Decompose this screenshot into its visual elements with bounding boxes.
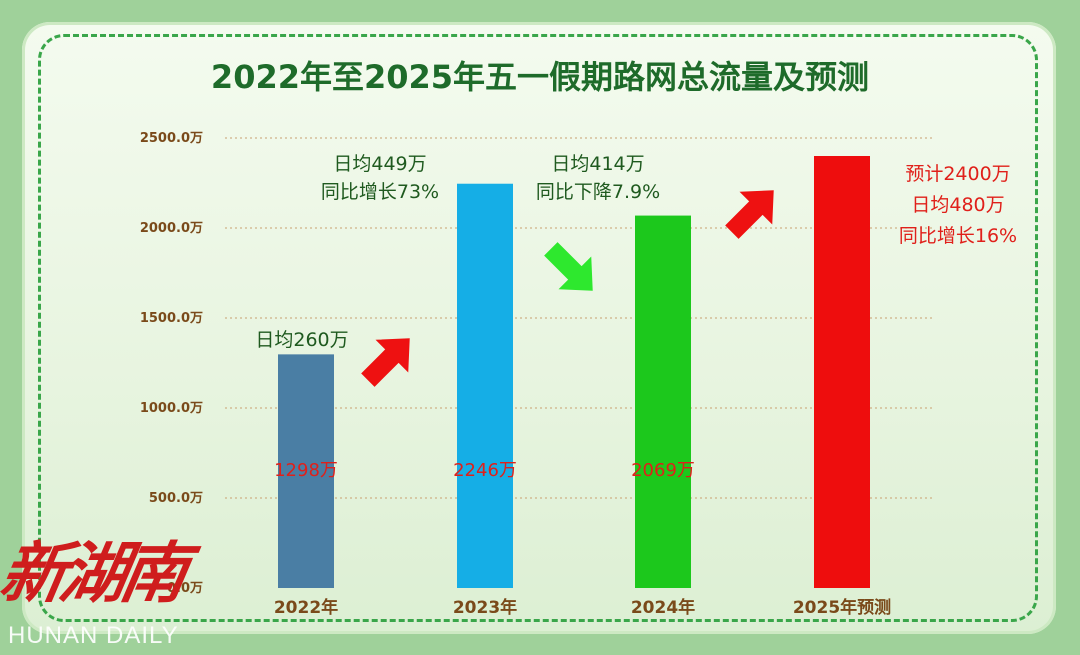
y-tick-label: 500.0万 — [149, 491, 203, 506]
x-tick-label: 2024年 — [631, 597, 695, 618]
value-label: 1298万 — [274, 460, 338, 481]
annotation-text: 日均480万 — [911, 194, 1004, 216]
y-tick-label: 1500.0万 — [140, 311, 203, 326]
y-tick-label: 2500.0万 — [140, 131, 203, 146]
value-label: 2246万 — [453, 460, 517, 481]
annotation-text: 日均414万 — [551, 153, 644, 175]
annotation-text: 预计2400万 — [905, 163, 1010, 185]
y-tick-label: 0.0万 — [167, 581, 203, 596]
x-tick-label: 2022年 — [274, 597, 338, 618]
bar — [635, 215, 691, 588]
bar — [278, 354, 334, 588]
x-tick-label: 2023年 — [453, 597, 517, 618]
bar — [814, 156, 870, 588]
arrow-shape — [544, 242, 593, 291]
annotation-text: 同比增长73% — [321, 181, 439, 203]
arrow-shape — [361, 338, 410, 387]
logo-chinese: 新湖南 — [0, 534, 188, 612]
annotation-text: 同比增长16% — [899, 225, 1017, 247]
logo-english: HUNAN DAILY — [8, 622, 179, 649]
annotation-text: 日均260万 — [255, 329, 348, 351]
arrow-shape — [725, 190, 774, 239]
chart-panel — [22, 22, 1056, 634]
annotation-text: 日均449万 — [333, 153, 426, 175]
down-arrow-icon — [544, 242, 593, 291]
dashed-border — [38, 34, 1038, 622]
bar — [457, 183, 513, 588]
chart-title: 2022年至2025年五一假期路网总流量及预测 — [210, 58, 870, 96]
up-arrow-icon — [725, 190, 774, 239]
annotation-text: 同比下降7.9% — [536, 181, 660, 203]
y-tick-label: 2000.0万 — [140, 221, 203, 236]
y-tick-label: 1000.0万 — [140, 401, 203, 416]
up-arrow-icon — [361, 338, 410, 387]
x-tick-label: 2025年预测 — [793, 597, 891, 618]
value-label: 2069万 — [631, 460, 695, 481]
